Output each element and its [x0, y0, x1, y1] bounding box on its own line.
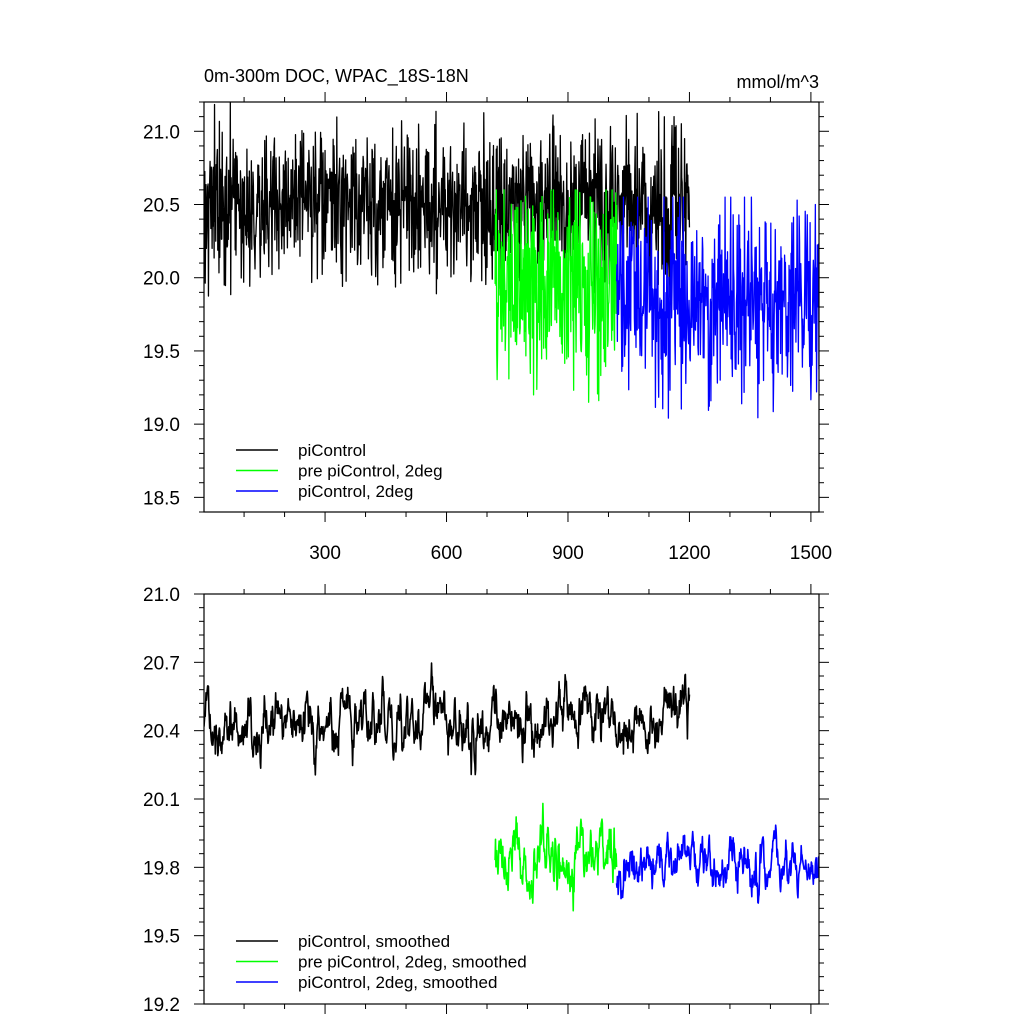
y-tick-label: 21.0 [143, 122, 180, 143]
series-line-picontrol [204, 102, 691, 301]
y-tick-label: 19.8 [143, 858, 180, 879]
y-tick-label: 20.5 [143, 196, 180, 217]
units-label: mmol/m^3 [737, 72, 819, 92]
legend-label: piControl [298, 441, 366, 460]
bottom-panel: 19.2 19.5 19.8 20.1 20.4 20.7 21.0 piControl, s… [143, 584, 829, 1016]
y-tick-label: 18.5 [143, 488, 180, 509]
legend: piControl, smoothed pre piControl, 2deg, … [236, 932, 527, 992]
chart-title: 0m-300m DOC, WPAC_18S-18N [204, 66, 469, 87]
y-tick-label: 20.7 [143, 653, 180, 674]
y-tick-label: 19.0 [143, 415, 180, 436]
x-tick-label: 600 [431, 543, 463, 564]
legend-label: pre piControl, 2deg [298, 462, 443, 481]
series-line-pre-picontrol-2deg-smoothed [494, 802, 618, 912]
series-line-picontrol-2deg-smoothed [615, 824, 819, 904]
y-tick-label: 19.2 [143, 995, 180, 1016]
y-tick-label: 19.5 [143, 342, 180, 363]
x-tick-label: 900 [552, 543, 584, 564]
top-panel: 300 600 900 1200 1500 18.5 19.0 19.5 20.0 20.5 21.… [143, 66, 832, 564]
x-tick-label: 1200 [668, 543, 710, 564]
y-tick-label: 20.0 [143, 269, 180, 290]
y-tick-label: 19.5 [143, 927, 180, 948]
series-line-picontrol-smoothed [204, 662, 691, 776]
y-tick-label: 21.0 [143, 585, 180, 606]
series-line-pre-picontrol-2deg [494, 189, 618, 403]
legend-label: piControl, 2deg [298, 482, 413, 501]
y-tick-label: 20.1 [143, 790, 180, 811]
series-group [204, 662, 819, 912]
legend-label: pre piControl, 2deg, smoothed [298, 953, 527, 972]
x-tick-label: 1500 [790, 543, 832, 564]
series-group [204, 102, 819, 419]
x-tick-label: 300 [309, 543, 341, 564]
legend-label: piControl, 2deg, smoothed [298, 973, 497, 992]
series-line-picontrol-2deg [615, 196, 819, 419]
plot-frame [203, 593, 820, 1005]
y-tick-label: 20.4 [143, 722, 180, 743]
legend-label: piControl, smoothed [298, 932, 450, 951]
